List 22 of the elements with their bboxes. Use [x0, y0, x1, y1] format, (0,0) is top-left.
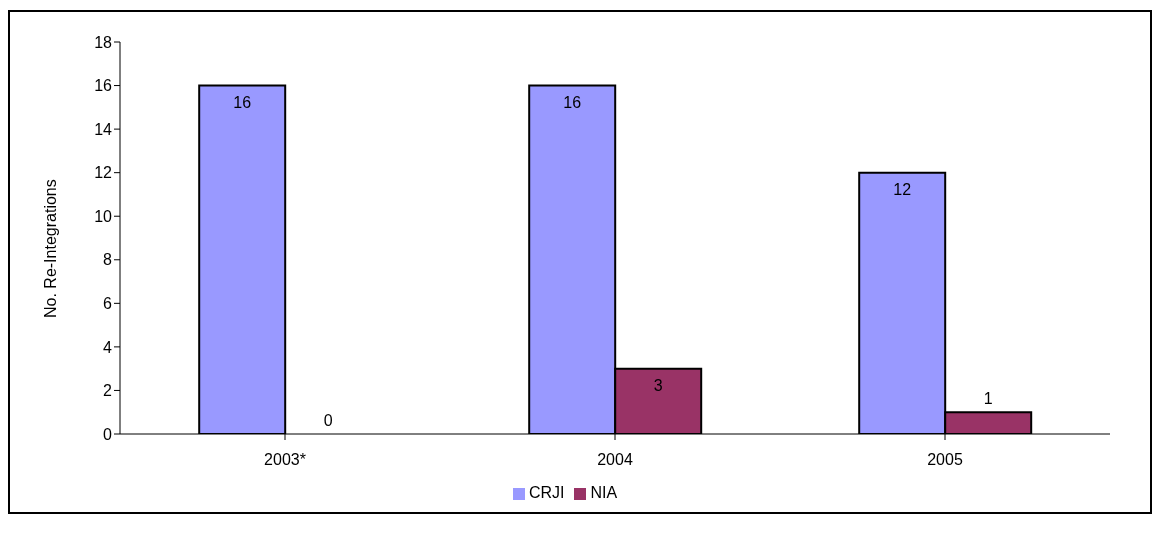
- y-tick-label: 16: [94, 77, 113, 95]
- y-tick-label: 18: [94, 33, 113, 51]
- y-tick-label: 14: [94, 120, 113, 138]
- legend-label: CRJI: [528, 484, 565, 501]
- y-tick-label: 12: [94, 164, 113, 182]
- y-tick-label: 2: [103, 382, 113, 400]
- y-axis-title: No. Re-Integrations: [41, 179, 59, 318]
- legend-label: NIA: [590, 484, 618, 501]
- data-label: 16: [233, 93, 252, 111]
- y-tick-label: 0: [103, 425, 113, 443]
- data-label: 3: [653, 376, 663, 394]
- data-label: 1: [983, 390, 993, 408]
- data-label: 16: [563, 93, 582, 111]
- data-label: 12: [893, 180, 912, 198]
- x-tick-label: 2004: [597, 451, 633, 469]
- data-label: 0: [323, 411, 333, 429]
- y-tick-label: 8: [103, 251, 113, 269]
- y-tick-label: 4: [103, 338, 113, 356]
- x-tick-label: 2005: [927, 451, 963, 469]
- y-tick-label: 6: [103, 295, 113, 313]
- x-tick-label: 2003*: [264, 451, 306, 469]
- y-tick-label: 10: [94, 207, 113, 225]
